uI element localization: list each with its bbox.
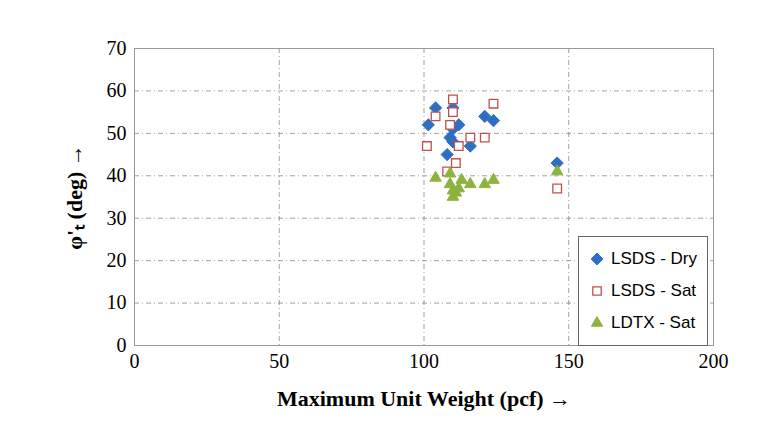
svg-text:100: 100 bbox=[409, 350, 439, 372]
svg-text:40: 40 bbox=[107, 164, 127, 186]
html-text:LSDS - Dry: LSDS - Dry bbox=[611, 249, 697, 268]
svg-text:60: 60 bbox=[107, 79, 127, 101]
svg-text:150: 150 bbox=[554, 350, 584, 372]
svg-text:50: 50 bbox=[107, 122, 127, 144]
svg-text:0: 0 bbox=[130, 350, 140, 372]
svg-text:50: 50 bbox=[269, 350, 289, 372]
svg-text:200: 200 bbox=[699, 350, 729, 372]
html-text:LDTX - Sat: LDTX - Sat bbox=[611, 313, 696, 332]
svg-text:20: 20 bbox=[107, 249, 127, 271]
html-text:LSDS - Sat: LSDS - Sat bbox=[611, 281, 697, 300]
svg-text:10: 10 bbox=[107, 291, 127, 313]
svg-text:0: 0 bbox=[117, 334, 127, 356]
svg-text:70: 70 bbox=[107, 37, 127, 59]
svg-text:φ'ₜ (deg) →: φ'ₜ (deg) → bbox=[62, 144, 87, 250]
svg-text:30: 30 bbox=[107, 207, 127, 229]
svg-text:Maximum Unit Weight (pcf) →: Maximum Unit Weight (pcf) → bbox=[277, 386, 571, 411]
